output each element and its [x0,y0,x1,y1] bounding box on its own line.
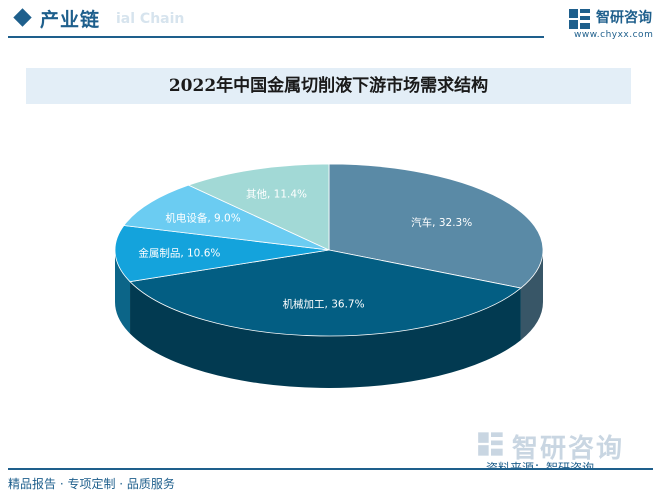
brand-logo-icon [569,9,590,29]
slice-label-2: 金属制品, 10.6% [138,247,220,260]
chart-title: 2022年中国金属切削液下游市场需求结构 [168,76,489,96]
slice-label-1: 机械加工, 36.7% [283,297,365,310]
page-header: 产业链 ial Chain 智研咨询 www.chyxx.com [0,0,661,40]
footer-divider [8,468,653,470]
pie-side-1 [130,281,521,388]
section-title: 产业链 [40,9,101,31]
slice-label-4: 其他, 11.4% [246,188,307,201]
brand-name[interactable]: 智研咨询 [596,10,652,26]
pie-slice-0[interactable] [328,163,544,289]
header-divider [8,36,544,38]
brand-url[interactable]: www.chyxx.com [574,30,654,40]
footer-tagline: 精品报告 · 专项定制 · 品质服务 [8,477,175,491]
section-subtitle: ial Chain [116,11,185,27]
pie-slice-2[interactable] [114,225,330,283]
page-footer: 精品报告 · 专项定制 · 品质服务 [0,468,661,497]
chart-title-band: 2022年中国金属切削液下游市场需求结构 [26,68,631,104]
pie-side-0 [520,250,543,341]
slice-label-0: 汽车, 32.3% [411,216,472,229]
pie-slice-4[interactable] [187,163,330,251]
pie-slice-1[interactable] [129,249,522,337]
pie-slice-3[interactable] [123,184,330,251]
watermark-brand: 智研咨询 [512,434,625,464]
slice-label-3: 机电设备, 9.0% [165,211,240,224]
pie-side-2 [115,250,131,334]
watermark-logo-icon [478,432,503,456]
